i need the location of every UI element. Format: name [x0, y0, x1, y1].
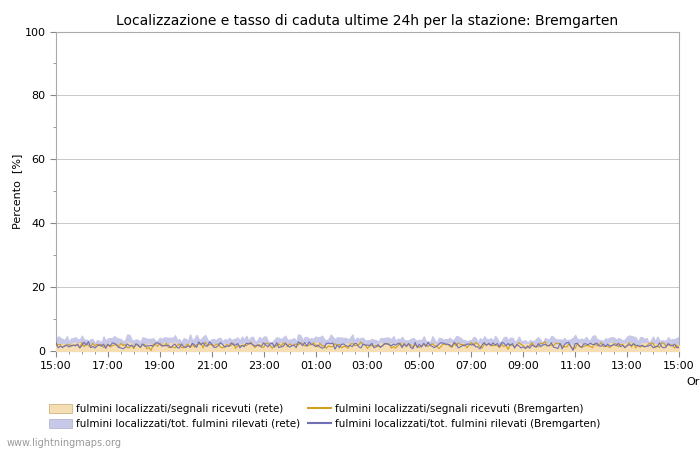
Title: Localizzazione e tasso di caduta ultime 24h per la stazione: Bremgarten: Localizzazione e tasso di caduta ultime … [116, 14, 619, 27]
X-axis label: Orario: Orario [687, 377, 700, 387]
Text: www.lightningmaps.org: www.lightningmaps.org [7, 438, 122, 448]
Legend: fulmini localizzati/segnali ricevuti (rete), fulmini localizzati/tot. fulmini ri: fulmini localizzati/segnali ricevuti (re… [49, 404, 601, 429]
Y-axis label: Percento  [%]: Percento [%] [12, 153, 22, 229]
